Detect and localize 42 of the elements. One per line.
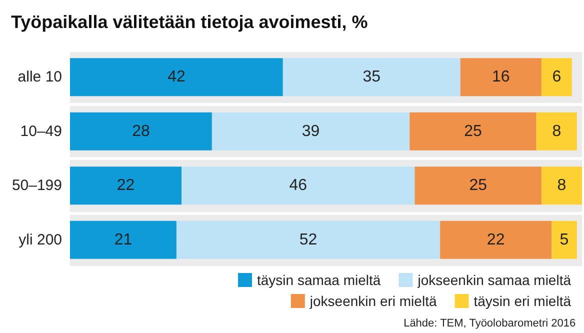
data-label: 52 xyxy=(299,231,318,248)
bar xyxy=(70,112,212,150)
legend-label: täysin eri mieltä xyxy=(474,293,572,309)
data-label: 6 xyxy=(552,68,562,86)
bar xyxy=(70,58,283,96)
bar xyxy=(410,112,536,150)
bar xyxy=(70,166,182,205)
data-label: 46 xyxy=(289,177,308,194)
bar xyxy=(541,166,582,205)
bar xyxy=(70,220,176,259)
chart-title: Työpaikalla välitetään tietoja avoimesti, % xyxy=(11,12,368,32)
bar xyxy=(460,58,542,96)
bar xyxy=(552,220,577,259)
bar xyxy=(440,220,552,259)
y-tick-label: alle 10 xyxy=(18,68,62,86)
bar xyxy=(541,58,572,96)
bar xyxy=(282,58,460,96)
y-tick-label: 50–199 xyxy=(12,177,62,194)
data-label: 22 xyxy=(116,177,135,194)
data-label: 16 xyxy=(492,68,510,86)
text: Lähde: TEM, Työolobarometri 2016 xyxy=(404,318,576,330)
legend-label: täysin samaa mieltä xyxy=(256,272,381,288)
bar xyxy=(536,112,577,150)
bar xyxy=(414,166,542,205)
bar xyxy=(182,166,415,205)
y-tick-label: 10–49 xyxy=(20,122,62,140)
data-label: 21 xyxy=(114,231,132,248)
data-label: 25 xyxy=(469,177,488,194)
data-label: 5 xyxy=(560,231,569,248)
data-label: 22 xyxy=(486,231,505,248)
data-label: 8 xyxy=(557,177,566,194)
bar xyxy=(176,220,440,259)
data-label: 39 xyxy=(302,122,320,140)
data-label: 42 xyxy=(168,68,186,86)
data-label: 25 xyxy=(464,122,482,140)
legend-label: jokseenkin samaa mieltä xyxy=(416,272,572,288)
data-label: 35 xyxy=(362,68,381,86)
y-tick-label: yli 200 xyxy=(18,231,62,248)
data-label: 28 xyxy=(132,122,150,140)
data-label: 8 xyxy=(552,122,562,140)
legend-label: jokseenkin eri mieltä xyxy=(308,293,437,309)
bar xyxy=(212,112,410,150)
